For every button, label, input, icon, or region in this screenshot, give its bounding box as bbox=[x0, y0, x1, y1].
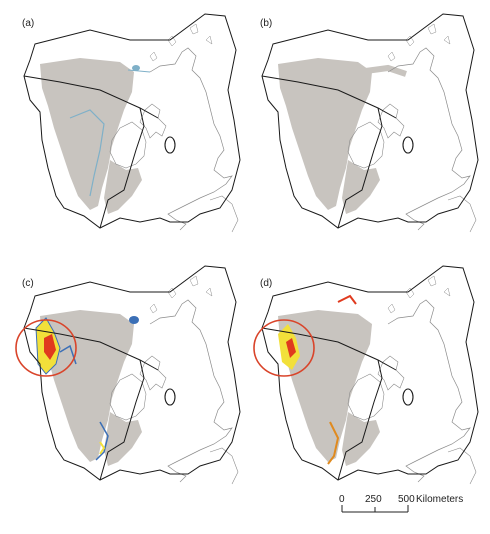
panel-d: (d) bbox=[253, 265, 479, 485]
scale-bar: 0 250 500 Kilometers bbox=[339, 494, 463, 513]
scale-tick-500: 500 bbox=[398, 494, 415, 505]
panel-a: (a) bbox=[22, 13, 241, 233]
highlight-circle-c bbox=[15, 319, 77, 377]
panel-label-b: (b) bbox=[260, 18, 272, 29]
scale-tick-250: 250 bbox=[365, 494, 382, 505]
panel-c: (c) bbox=[15, 265, 241, 485]
panel-label-d: (d) bbox=[260, 278, 272, 289]
highlight-circle-d bbox=[253, 319, 315, 377]
panel-b: (b) bbox=[260, 13, 479, 233]
scale-tick-0: 0 bbox=[339, 494, 345, 505]
scale-unit: Kilometers bbox=[416, 494, 463, 505]
panel-label-c: (c) bbox=[22, 278, 34, 289]
panel-label-a: (a) bbox=[22, 18, 34, 29]
